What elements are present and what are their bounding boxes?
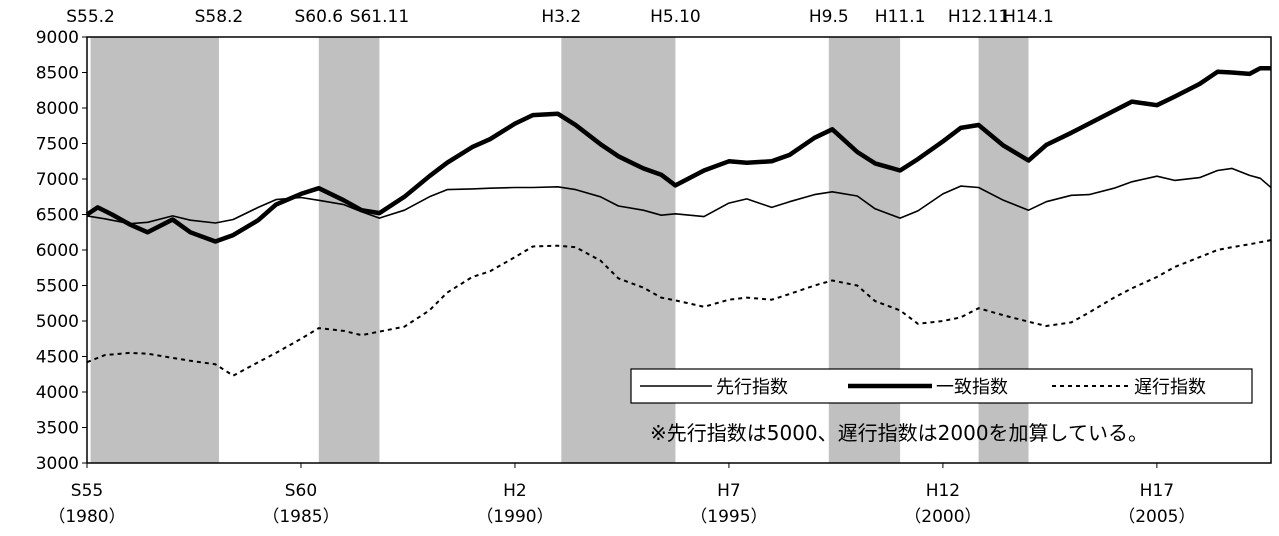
y-tick-label: 6000 — [36, 241, 79, 261]
recession-band — [90, 37, 219, 463]
series-lines — [85, 65, 1272, 377]
x-tick-era-label: H17 — [1140, 481, 1174, 501]
recession-labels: S55.2 S58.2 S60.6 S61.11 H3.2 H5.10 H9.5 H11.1 H… — [66, 7, 1054, 27]
x-axis: S55 （1980） S60 （1985） H2 （1990） H7 （1995） H12 （20… — [48, 463, 1196, 527]
x-tick-era-label: S60 — [285, 481, 317, 501]
x-tick-year-label: （2000） — [904, 507, 981, 527]
x-tick-year-label: （1980） — [48, 507, 125, 527]
y-tick-label: 7500 — [36, 135, 79, 155]
recession-start-label: H9.5 — [809, 7, 849, 27]
x-tick-year-label: （1990） — [476, 507, 553, 527]
series-line-dotted — [86, 239, 1272, 377]
recession-end-label: H5.10 — [650, 7, 701, 27]
recession-start-label: S55.2 — [66, 7, 115, 27]
x-tick-era-label: H2 — [503, 481, 527, 501]
y-tick-label: 3000 — [36, 454, 79, 474]
recession-band — [318, 37, 380, 463]
recession-start-label: H3.2 — [541, 7, 581, 27]
recession-end-label: H14.1 — [1003, 7, 1054, 27]
x-tick-era-label: H7 — [717, 481, 741, 501]
y-tick-label: 4500 — [36, 348, 79, 368]
recession-end-label: S58.2 — [195, 7, 244, 27]
x-tick-year-label: （1985） — [262, 507, 339, 527]
legend-label: 先行指数 — [716, 377, 788, 398]
x-tick-era-label: S55 — [71, 481, 103, 501]
y-tick-label: 8000 — [36, 99, 79, 119]
x-tick-era-label: H12 — [926, 481, 960, 501]
legend-label: 遅行指数 — [1134, 377, 1206, 398]
y-tick-label: 5000 — [36, 312, 79, 332]
x-tick-year-label: （2005） — [1118, 507, 1195, 527]
recession-start-label: S60.6 — [294, 7, 343, 27]
y-tick-label: 9000 — [36, 28, 79, 48]
chart-note: ※先行指数は5000、遅行指数は2000を加算している。 — [650, 421, 1148, 445]
y-tick-label: 6500 — [36, 206, 79, 226]
recession-end-label: S61.11 — [350, 7, 409, 27]
y-axis: 9000 8500 8000 7500 7000 6500 6000 5500 5000 4500… — [36, 28, 87, 474]
series-line-thick — [85, 65, 1271, 244]
plot-frame — [86, 36, 1272, 464]
y-tick-label: 7000 — [36, 170, 79, 190]
y-tick-label: 8500 — [36, 64, 79, 84]
legend-label: 一致指数 — [936, 377, 1008, 398]
y-tick-label: 4000 — [36, 383, 79, 403]
recession-end-label: H11.1 — [875, 7, 926, 27]
y-tick-label: 5500 — [36, 277, 79, 297]
y-tick-label: 3500 — [36, 419, 79, 439]
recession-start-label: H12.11 — [948, 7, 1009, 27]
legend: 先行指数 一致指数 遅行指数 — [630, 368, 1253, 404]
legend-box — [630, 368, 1253, 404]
x-tick-year-label: （1995） — [690, 507, 767, 527]
